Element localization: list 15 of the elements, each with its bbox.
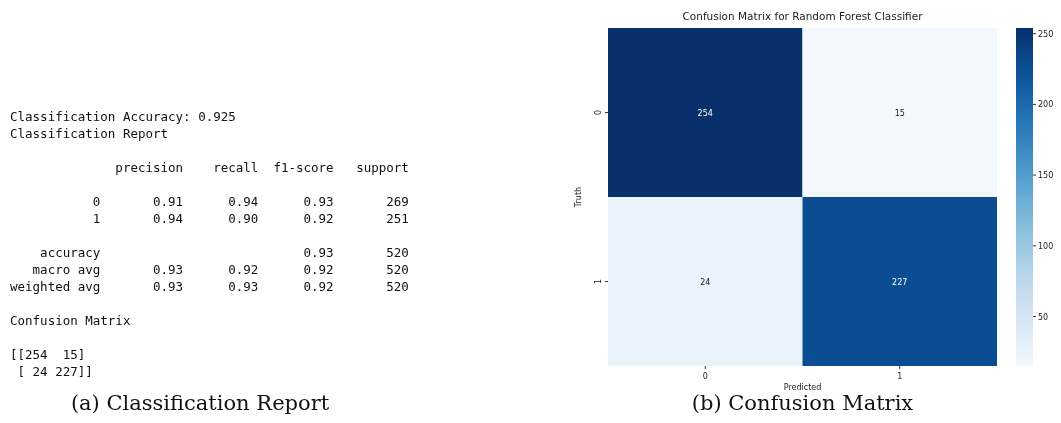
data-label: 24	[700, 277, 711, 287]
text: (b) Confusion Matrix	[691, 391, 914, 415]
color-bar-label: 200	[1038, 100, 1054, 110]
data-label: 227	[892, 277, 908, 287]
color-bar-label: 100	[1038, 241, 1054, 251]
data-label: 254	[697, 108, 713, 118]
x-axis-title: Predicted	[783, 383, 822, 392]
y-axis-title: Truth	[574, 186, 583, 209]
chart-title: Confusion Matrix for Random Forest Classifier	[682, 10, 924, 22]
text: Classification Accuracy: 0.925 Classification Report precision recall f1-score support 0 0.91 0.94 0.93 269 1 0.94 0.90 0.92 251 accuracy 0.93 520 macro avg 0.93 0.92 0.92 520 weighted avg 0.93 0.93 0.92 520 Confusion Matrix [[254 15] [ 24 227]]	[10, 109, 409, 379]
data-label: 15	[894, 108, 905, 118]
color-bar-label: 150	[1038, 171, 1054, 181]
text: (a) Classification Report	[70, 391, 330, 415]
color-bar-label: 250	[1038, 29, 1054, 39]
color-bar-label: 50	[1038, 312, 1049, 322]
